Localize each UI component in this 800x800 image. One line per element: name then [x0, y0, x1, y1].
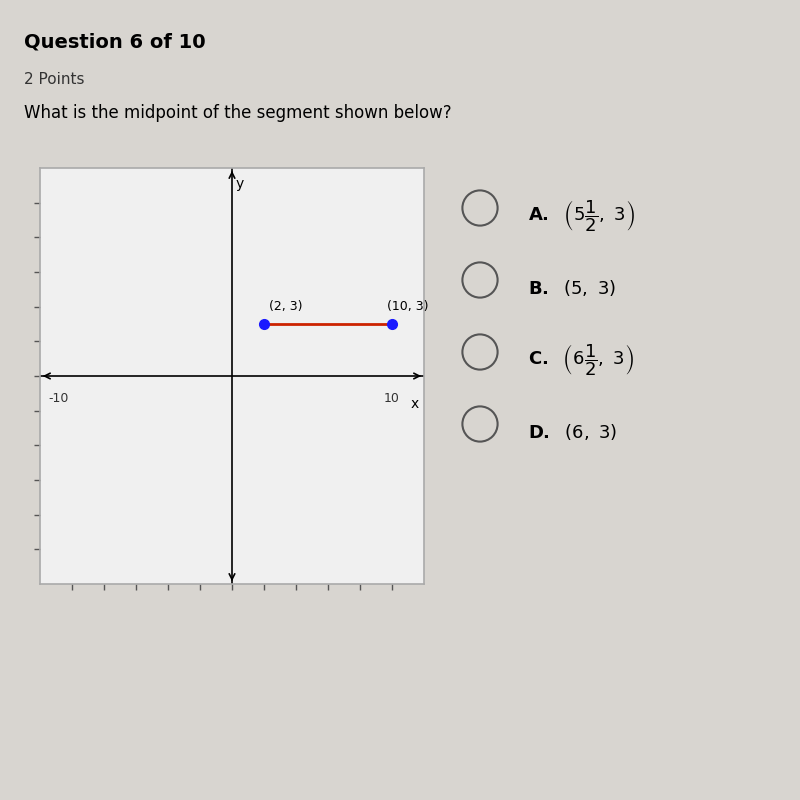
Text: 2 Points: 2 Points [24, 72, 85, 87]
Text: 10: 10 [384, 392, 400, 405]
Text: x: x [411, 397, 419, 411]
Text: y: y [236, 177, 244, 190]
Text: -10: -10 [48, 392, 68, 405]
Text: $\mathbf{D.}$  $(6,\ 3)$: $\mathbf{D.}$ $(6,\ 3)$ [528, 422, 617, 442]
Text: What is the midpoint of the segment shown below?: What is the midpoint of the segment show… [24, 104, 452, 122]
Text: (2, 3): (2, 3) [269, 300, 302, 313]
Text: (10, 3): (10, 3) [387, 300, 429, 313]
Text: $\mathbf{C.}$  $\left(6\dfrac{1}{2},\ 3\right)$: $\mathbf{C.}$ $\left(6\dfrac{1}{2},\ 3\r… [528, 342, 634, 378]
Text: $\mathbf{A.}$  $\left(5\dfrac{1}{2},\ 3\right)$: $\mathbf{A.}$ $\left(5\dfrac{1}{2},\ 3\r… [528, 198, 635, 234]
Text: Question 6 of 10: Question 6 of 10 [24, 32, 206, 51]
Text: $\mathbf{B.}$  $(5,\ 3)$: $\mathbf{B.}$ $(5,\ 3)$ [528, 278, 616, 298]
